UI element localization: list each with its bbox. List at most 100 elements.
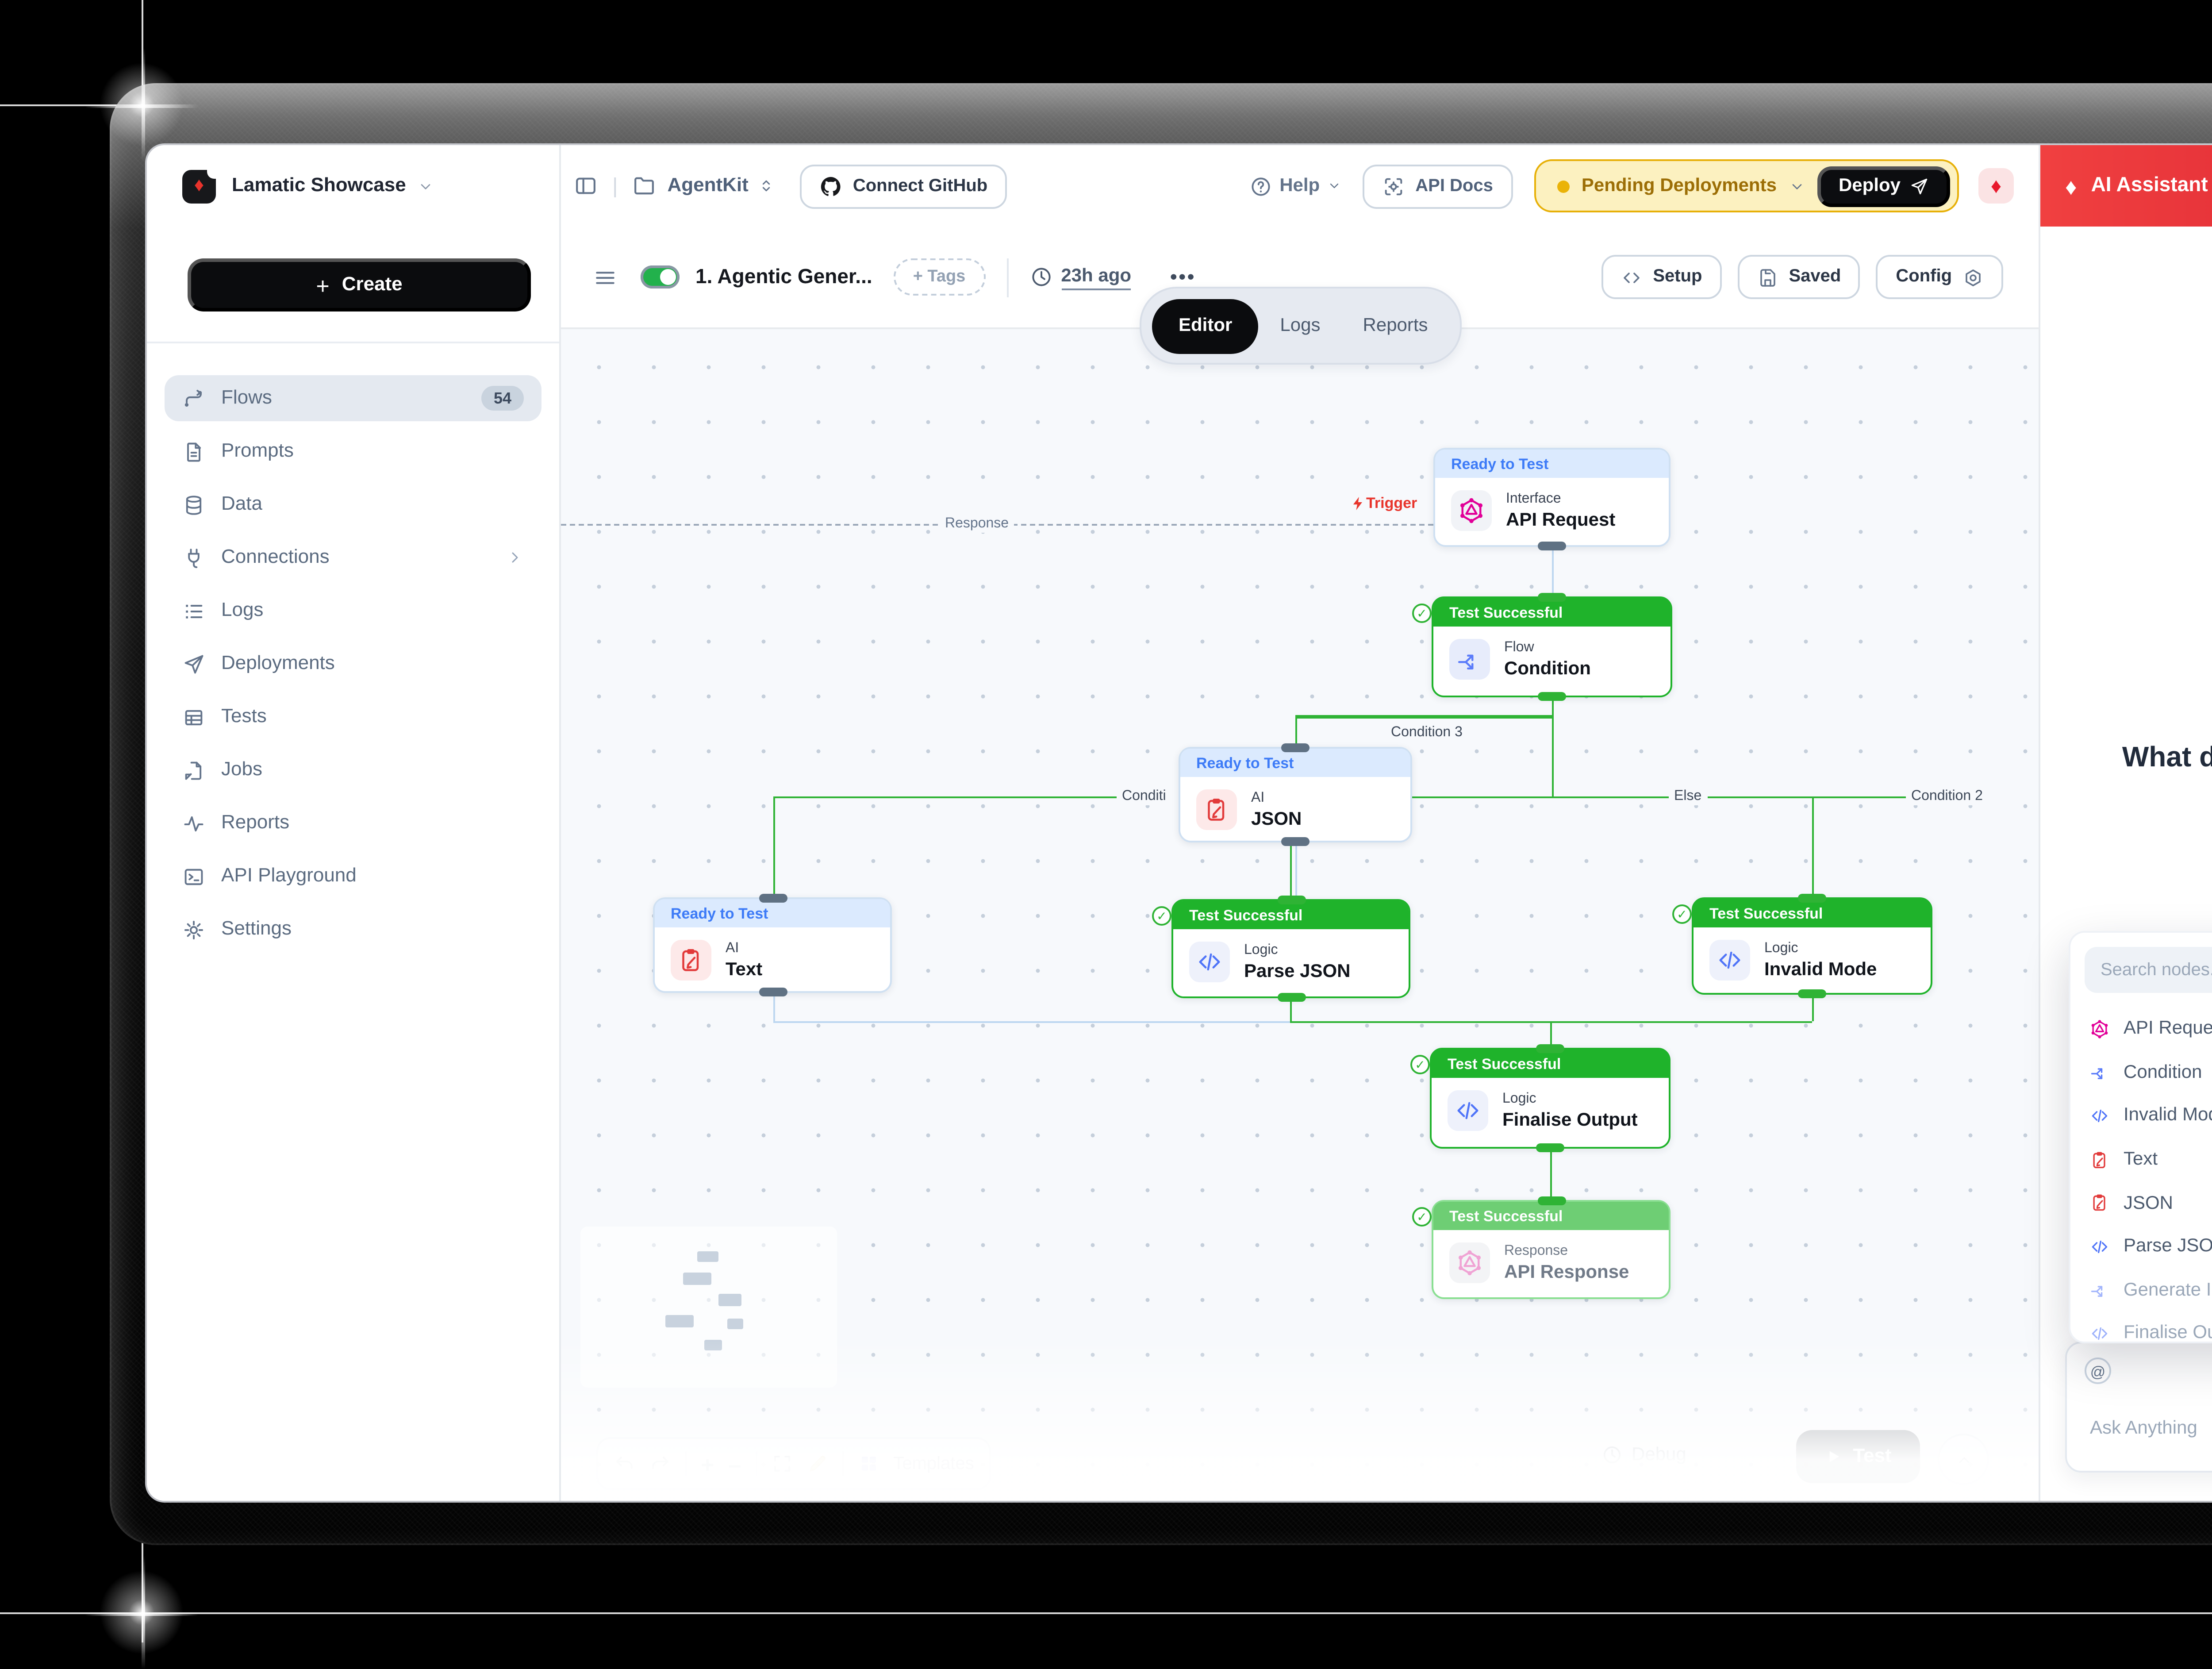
node-handle[interactable] <box>1536 1044 1564 1053</box>
sidebar-item-tests[interactable]: Tests <box>165 694 541 740</box>
last-updated[interactable]: 23h ago <box>1029 265 1132 289</box>
flow-node-invalid-mode[interactable]: Test Successful Logic Invalid Mode <box>1692 894 1932 998</box>
node-option-text[interactable]: Text <box>2070 1138 2212 1181</box>
node-handle[interactable] <box>1281 743 1310 752</box>
node-handle[interactable] <box>1281 837 1310 846</box>
api-docs-icon <box>1382 174 1405 197</box>
sidebar-item-reports[interactable]: Reports <box>165 800 541 846</box>
node-search-input[interactable] <box>2085 947 2212 993</box>
test-success-check-icon: ✓ <box>1152 906 1171 926</box>
flow-title[interactable]: 1. Agentic Gener... <box>695 266 872 288</box>
flow-node-api-response[interactable]: Test Successful Response API Response <box>1432 1196 1671 1299</box>
test-button[interactable]: Test <box>1796 1430 1920 1483</box>
test-success-check-icon: ✓ <box>1410 1055 1430 1074</box>
node-handle[interactable] <box>1538 593 1566 602</box>
node-handle[interactable] <box>1537 1196 1565 1205</box>
clipboard-icon <box>671 940 711 981</box>
edge-label-condition2: Condition 2 <box>1906 786 1988 805</box>
ask-anything-placeholder[interactable]: Ask Anything <box>2090 1418 2197 1439</box>
sidebar-item-api-playground[interactable]: API Playground <box>165 853 541 899</box>
sidebar-item-logs[interactable]: Logs <box>165 588 541 634</box>
node-option-generate-image[interactable]: Generate Image <box>2070 1268 2212 1311</box>
diamond-icon: ♦ <box>2065 173 2077 199</box>
templates-label[interactable]: Templates <box>893 1454 974 1473</box>
node-handle[interactable] <box>1536 1143 1564 1152</box>
mention-at-icon[interactable]: @ <box>2085 1358 2111 1384</box>
sidebar-item-flows[interactable]: Flows 54 <box>165 375 541 421</box>
flow-enabled-toggle[interactable] <box>641 265 680 288</box>
canvas-toolbar: + – Templates <box>596 1437 992 1490</box>
connect-github-button[interactable]: Connect GitHub <box>799 164 1007 208</box>
sort-updown-icon[interactable] <box>757 177 775 195</box>
node-option-finalise-output[interactable]: Finalise Output <box>2070 1312 2212 1355</box>
tab-logs[interactable]: Logs <box>1280 315 1321 336</box>
sidebar-item-deployments[interactable]: Deployments <box>165 641 541 687</box>
more-menu[interactable]: ••• <box>1170 266 1196 288</box>
collapse-panel-button[interactable] <box>1938 1434 1989 1485</box>
node-handle[interactable] <box>758 894 787 903</box>
create-button[interactable]: + Create <box>188 258 531 311</box>
flow-node-condition[interactable]: Test Successful Flow Condition <box>1432 593 1672 701</box>
undo-icon[interactable] <box>614 1453 635 1474</box>
sidebar-item-jobs[interactable]: Jobs <box>165 747 541 793</box>
sidebar-toggle-icon[interactable] <box>573 173 598 198</box>
node-option-api-request[interactable]: API Request <box>2070 1007 2212 1050</box>
templates-grid-icon[interactable] <box>858 1453 879 1474</box>
node-handle[interactable] <box>758 988 787 996</box>
branch-icon <box>2091 1069 2103 1080</box>
node-handle[interactable] <box>1538 542 1566 550</box>
tab-editor[interactable]: Editor <box>1152 298 1259 353</box>
node-handle[interactable] <box>1277 993 1305 1002</box>
deploy-button[interactable]: Deploy <box>1817 165 1950 206</box>
lamatic-assistant-chip[interactable]: ♦ <box>1978 168 2014 204</box>
setup-button[interactable]: Setup <box>1601 255 1722 299</box>
node-handle[interactable] <box>1798 989 1826 998</box>
fit-view-icon[interactable] <box>771 1453 792 1474</box>
node-option-parse-json[interactable]: Parse JSON <box>2070 1225 2212 1268</box>
canvas-minimap[interactable] <box>580 1227 837 1388</box>
menu-icon[interactable] <box>593 265 618 289</box>
save-icon <box>1757 266 1778 288</box>
api-docs-button[interactable]: API Docs <box>1362 164 1513 208</box>
sidebar-item-data[interactable]: Data <box>165 481 541 527</box>
chevron-down-icon <box>1792 183 1802 188</box>
flow-node-text[interactable]: Ready to Test AI Text <box>653 894 892 996</box>
flow-node-parse-json[interactable]: Test Successful Logic Parse JSON <box>1171 896 1410 1002</box>
node-option-invalid-mode[interactable]: Invalid Mode <box>2070 1094 2212 1138</box>
config-button[interactable]: Config <box>1876 255 2003 299</box>
annotate-pencil-icon[interactable] <box>806 1453 828 1474</box>
pending-deployments-dropdown[interactable]: Pending Deployments Deploy <box>1533 159 1959 212</box>
redo-icon[interactable] <box>649 1453 671 1474</box>
tab-reports[interactable]: Reports <box>1363 315 1428 336</box>
flow-node-json[interactable]: Ready to Test AI JSON <box>1179 743 1412 846</box>
flow-node-api-request[interactable]: Ready to Test Interface API Request <box>1433 448 1671 550</box>
node-option-json[interactable]: JSON <box>2070 1181 2212 1225</box>
zoom-out-icon[interactable]: – <box>728 1450 741 1477</box>
sidebar-item-settings[interactable]: Settings <box>165 906 541 952</box>
node-handle[interactable] <box>1277 896 1305 904</box>
flows-count-badge: 54 <box>481 386 524 411</box>
node-option-condition[interactable]: Condition <box>2070 1050 2212 1094</box>
sidebar-item-connections[interactable]: Connections <box>165 535 541 581</box>
ask-input-card[interactable]: @ Ask Anything <box>2065 1342 2212 1473</box>
sidebar-item-prompts[interactable]: Prompts <box>165 428 541 474</box>
flow-canvas[interactable]: Response Trigger Condition 3 Conditi Els… <box>561 329 2039 1501</box>
test-success-check-icon: ✓ <box>1412 604 1432 623</box>
node-status: Test Successful <box>1173 901 1409 929</box>
divider <box>1006 258 1008 296</box>
project-selector[interactable]: AgentKit <box>667 175 749 196</box>
node-status: Test Successful <box>1694 899 1931 927</box>
add-tags-button[interactable]: + Tags <box>893 258 985 296</box>
debug-button[interactable]: Debug <box>1601 1444 1686 1465</box>
node-handle[interactable] <box>1798 894 1826 903</box>
help-menu[interactable]: Help <box>1249 174 1341 197</box>
zoom-in-icon[interactable]: + <box>701 1450 714 1477</box>
node-handle[interactable] <box>1538 692 1566 701</box>
saved-button[interactable]: Saved <box>1737 255 1861 299</box>
flow-node-finalise-output[interactable]: Test Successful Logic Finalise Output <box>1430 1044 1671 1152</box>
graphql-icon <box>1451 490 1492 531</box>
flow-edge <box>1549 1021 1552 1048</box>
chevron-right-icon <box>506 549 524 566</box>
workspace-switcher[interactable]: ♦ Lamatic Showcase <box>147 145 561 227</box>
